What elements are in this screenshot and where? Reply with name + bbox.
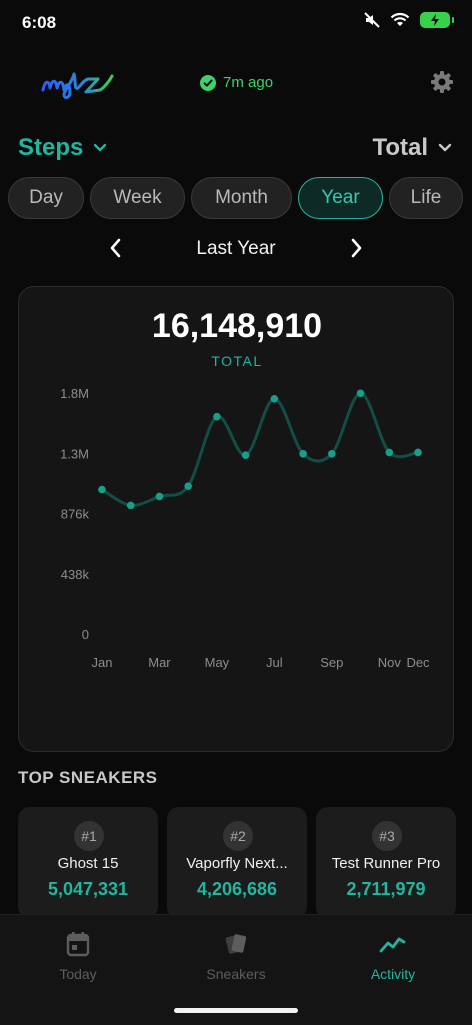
range-tabs: Day Week Month Year Life <box>8 177 463 219</box>
x-tick-label: Mar <box>148 655 171 670</box>
y-tick-label: 1.8M <box>60 386 89 401</box>
data-point-aug[interactable] <box>299 450 307 458</box>
steps-chart-card: 0 438k 876k 1.3M 1.8M Jan Mar May Jul Sep Nov Dec 1… <box>18 286 454 752</box>
nav-sneakers[interactable]: Sneakers <box>176 931 296 982</box>
data-point-may[interactable] <box>213 412 221 421</box>
sneaker-rank: #2 <box>223 821 253 851</box>
nav-activity-label: Activity <box>370 966 416 982</box>
selectors-row: Steps Total <box>18 134 452 168</box>
x-tick-label: May <box>205 655 230 670</box>
chevron-down-icon <box>438 143 452 152</box>
data-point-mar[interactable] <box>155 492 164 501</box>
metric-dropdown[interactable]: Steps <box>18 134 107 162</box>
data-point-jun[interactable] <box>241 451 250 459</box>
total-steps: 16,148,910 <box>151 307 323 345</box>
sneaker-rank: #1 <box>74 821 104 851</box>
status-bar: 6:08 <box>0 0 472 48</box>
x-tick-label: Jan <box>92 655 113 670</box>
chevron-down-icon <box>94 143 107 152</box>
sneaker-card-1[interactable]: #1 Ghost 15 5,047,331 <box>18 807 158 919</box>
app-header: 7m ago <box>0 62 472 106</box>
tab-month[interactable]: Month <box>191 177 292 219</box>
x-tick-label: Nov <box>378 655 402 670</box>
sneaker-name: Ghost 15 <box>57 855 119 872</box>
activity-line-icon <box>379 937 406 953</box>
y-tick-label: 0 <box>82 627 89 642</box>
tab-week[interactable]: Week <box>90 177 185 219</box>
sneaker-name: Test Runner Pro <box>331 855 441 872</box>
data-point-sep[interactable] <box>328 450 336 458</box>
data-point-oct[interactable] <box>356 389 365 398</box>
wifi-icon <box>390 12 410 26</box>
sneaker-card-3[interactable]: #3 Test Runner Pro 2,711,979 <box>316 807 456 919</box>
chevron-right-icon[interactable] <box>346 234 366 262</box>
data-point-nov[interactable] <box>385 448 394 457</box>
home-indicator <box>174 1008 298 1013</box>
battery-icon <box>420 12 454 28</box>
sneaker-card-2[interactable]: #2 Vaporfly Next... 4,206,686 <box>167 807 307 919</box>
data-point-jul[interactable] <box>270 394 279 403</box>
gear-icon[interactable] <box>430 70 454 94</box>
total-label: TOTAL <box>211 353 263 369</box>
metric-label: Steps <box>18 134 84 161</box>
aggregation-label: Total <box>372 134 428 161</box>
nav-activity[interactable]: Activity <box>333 931 453 982</box>
app-logo <box>41 72 114 100</box>
tab-year[interactable]: Year <box>298 177 383 219</box>
nav-sneakers-label: Sneakers <box>206 966 266 982</box>
sync-time: 7m ago <box>223 74 274 91</box>
data-point-apr[interactable] <box>184 482 192 490</box>
sneaker-name: Vaporfly Next... <box>186 855 288 872</box>
y-tick-label: 1.3M <box>60 446 89 461</box>
x-tick-label: Jul <box>266 655 283 670</box>
status-time: 6:08 <box>22 13 57 32</box>
sync-status: 7m ago <box>200 74 273 91</box>
data-point-feb[interactable] <box>126 501 135 510</box>
data-point-dec[interactable] <box>414 448 422 457</box>
bottom-tab-bar: Today Sneakers Activity <box>0 914 472 1025</box>
check-circle-icon <box>200 74 216 91</box>
top-sneakers-title: TOP SNEAKERS <box>18 768 158 787</box>
status-icons <box>364 12 454 28</box>
y-tick-label: 876k <box>61 507 90 522</box>
chevron-left-icon[interactable] <box>106 234 126 262</box>
mute-icon <box>364 12 380 28</box>
sneaker-steps: 2,711,979 <box>346 879 426 899</box>
sneaker-cards-icon <box>225 934 247 954</box>
y-tick-label: 438k <box>61 567 90 582</box>
nav-today-label: Today <box>59 966 97 982</box>
sneaker-steps: 4,206,686 <box>196 879 278 899</box>
aggregation-dropdown[interactable]: Total <box>372 134 452 162</box>
nav-today[interactable]: Today <box>18 931 138 982</box>
steps-line-chart: 0 438k 876k 1.3M 1.8M Jan Mar May Jul Sep Nov Dec <box>60 386 430 670</box>
sneaker-rank: #3 <box>372 821 402 851</box>
data-point-jan[interactable] <box>98 485 106 494</box>
period-navigator: Last Year <box>0 232 472 266</box>
top-sneakers-list: #1 Ghost 15 5,047,331 #2 Vaporfly Next..… <box>18 807 456 919</box>
tab-life[interactable]: Life <box>389 177 463 219</box>
x-tick-label: Dec <box>406 655 430 670</box>
period-label: Last Year <box>196 238 276 259</box>
tab-day[interactable]: Day <box>8 177 84 219</box>
calendar-icon <box>66 932 90 957</box>
steps-series-line <box>100 391 420 507</box>
sneaker-steps: 5,047,331 <box>47 879 129 899</box>
x-tick-label: Sep <box>320 655 343 670</box>
